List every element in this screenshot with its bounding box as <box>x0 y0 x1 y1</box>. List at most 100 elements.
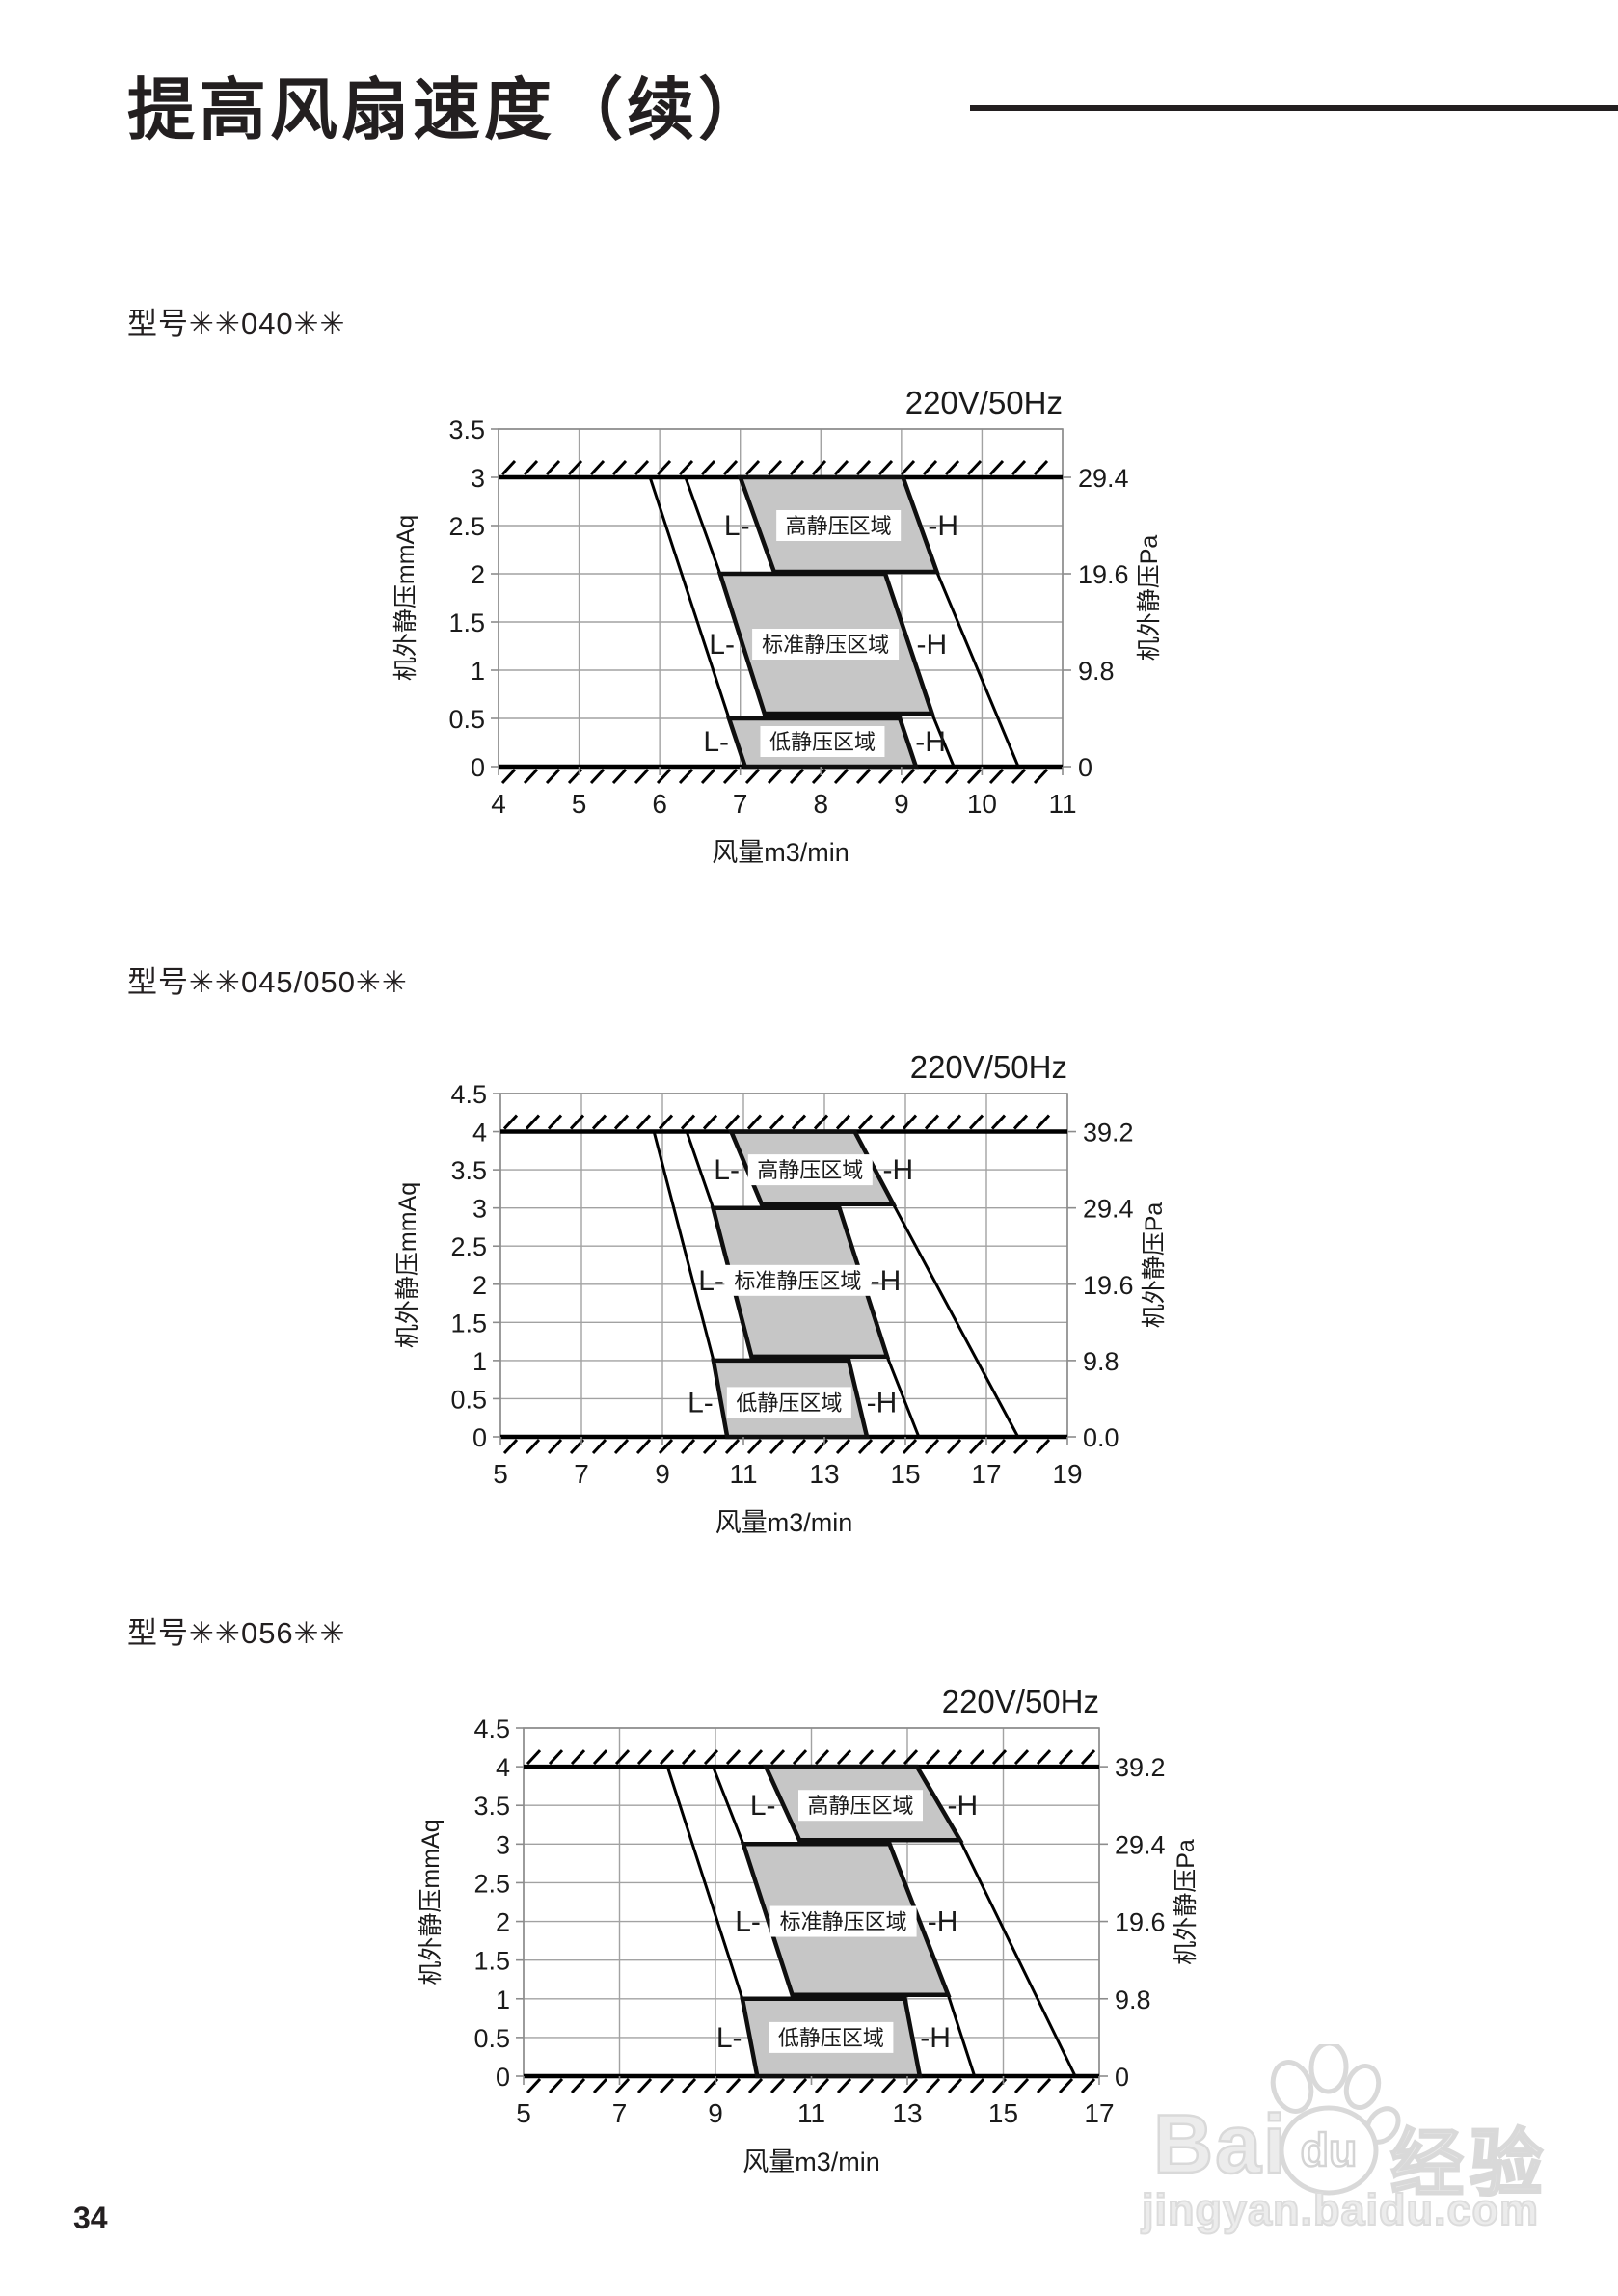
region-label: 低静压区域 <box>769 730 876 754</box>
fan-tap-high-label: -H <box>871 1265 902 1297</box>
watermark-brand-cn: 经验 <box>1389 2122 1549 2207</box>
y-axis-title-left: 机外静压mmAq <box>392 515 419 681</box>
fan-tap-low-label: L- <box>716 2022 742 2054</box>
region-label-box <box>747 1154 873 1186</box>
y-axis-tick-label-right: 19.6 <box>1083 1271 1134 1300</box>
x-axis-tick-label: 17 <box>1084 2098 1114 2128</box>
region-label: 低静压区域 <box>778 2026 884 2050</box>
y-axis-tick-label-left: 1 <box>496 1985 510 2014</box>
y-axis-title-left: 机外静压mmAq <box>394 1182 421 1348</box>
y-axis-tick-label-left: 1 <box>471 657 485 686</box>
chart-figure-056: 高静压区域 L- -H 标准静压区域 L- -H 低静压区域 L- -H 0 0.5 1 1.5 2 2.5… <box>418 1684 1200 2176</box>
y-axis-tick-label-right: 9.8 <box>1078 657 1115 686</box>
chart-045-050-container: 高静压区域 L- -H 标准静压区域 L- -H 低静压区域 L- -H 0 0.5 1 1.5 2 2.5… <box>318 1037 1232 1562</box>
upper-limit-hatch-line <box>500 1114 1067 1134</box>
region-label-box <box>724 1264 872 1296</box>
y-axis-tick-label-right: 19.6 <box>1115 1908 1166 1937</box>
region-label: 标准静压区域 <box>780 1910 907 1934</box>
y-axis-tick-label-left: 3.5 <box>448 416 485 445</box>
y-axis-tick-label-left: 4 <box>472 1119 487 1148</box>
region-label: 标准静压区域 <box>762 633 889 657</box>
y-axis-tick-label-left: 0 <box>471 753 485 782</box>
fan-curve-line <box>946 1994 977 2077</box>
fan-tap-high-label: -H <box>915 726 946 758</box>
y-axis-tick-label-right: 0 <box>1115 2063 1129 2092</box>
y-axis-tick-label-left: 2.5 <box>450 1232 487 1261</box>
title-rule <box>970 105 1618 111</box>
y-axis-tick-label-left: 0.5 <box>450 1385 487 1414</box>
chart-title: 220V/50Hz <box>942 1684 1099 1719</box>
y-axis-tick-label-right: 39.2 <box>1083 1119 1134 1148</box>
y-axis-tick-label-right: 9.8 <box>1083 1347 1119 1376</box>
region-label: 低静压区域 <box>736 1391 842 1415</box>
y-axis-tick-label-right: 9.8 <box>1115 1985 1151 2014</box>
y-axis-tick-label-left: 2.5 <box>473 1869 510 1898</box>
y-axis-tick-label-left: 4 <box>496 1753 510 1782</box>
page-number: 34 <box>73 2201 108 2235</box>
y-axis-tick-label-left: 1.5 <box>448 608 485 637</box>
chart-title: 220V/50Hz <box>910 1049 1067 1085</box>
y-axis-tick-label-right: 29.4 <box>1083 1195 1134 1224</box>
x-axis-tick-label: 11 <box>1048 789 1076 819</box>
fan-tap-high-label: -H <box>928 1906 958 1938</box>
x-axis-tick-label: 6 <box>652 789 667 819</box>
y-axis-title-right: 机外静压Pa <box>1173 1839 1200 1965</box>
fan-tap-low-label: L- <box>703 726 729 758</box>
x-axis-title: 风量m3/min <box>715 1508 853 1537</box>
y-axis-tick-label-left: 2 <box>471 560 485 589</box>
y-axis-tick-label-left: 3 <box>471 464 485 493</box>
y-axis-tick-label-right: 39.2 <box>1115 1753 1166 1782</box>
y-axis-tick-label-left: 4.5 <box>450 1080 487 1109</box>
fan-curve-line <box>652 1131 715 1362</box>
y-axis-tick-label-left: 2.5 <box>448 512 485 541</box>
section-label-045-050: 型号✳✳045/050✳✳ <box>127 965 408 999</box>
chart-040-container: 高静压区域 L- -H 标准静压区域 L- -H 低静压区域 L- -H 0 0.5 1 1.5 2 2.5… <box>318 385 1232 882</box>
y-axis-tick-label-left: 0.5 <box>473 2024 510 2053</box>
x-axis-tick-label: 15 <box>890 1459 920 1489</box>
chart-056-container: 高静压区域 L- -H 标准静压区域 L- -H 低静压区域 L- -H 0 0.5 1 1.5 2 2.5… <box>318 1673 1232 2199</box>
y-axis-tick-label-right: 0 <box>1078 753 1092 782</box>
x-axis-tick-label: 5 <box>516 2098 531 2128</box>
y-axis-title-right: 机外静压Pa <box>1136 535 1163 662</box>
y-axis-tick-label-left: 0.5 <box>448 705 485 734</box>
x-axis-title: 风量m3/min <box>742 2147 880 2176</box>
region-label-box <box>769 2021 894 2053</box>
y-axis-tick-label-right: 19.6 <box>1078 560 1129 589</box>
section-label-056: 型号✳✳056✳✳ <box>127 1616 346 1650</box>
fan-tap-low-label: L- <box>750 1790 776 1822</box>
chart-figure-040: 高静压区域 L- -H 标准静压区域 L- -H 低静压区域 L- -H 0 0.5 1 1.5 2 2.5… <box>392 385 1163 867</box>
x-axis-tick-label: 17 <box>971 1459 1001 1489</box>
x-axis-tick-label: 13 <box>892 2098 922 2128</box>
fan-tap-high-label: -H <box>917 629 948 661</box>
region-label: 标准静压区域 <box>734 1269 861 1293</box>
lower-limit-hatch-line <box>499 764 1063 785</box>
baidu-paw-icon: du <box>1270 2044 1401 2196</box>
x-axis-tick-label: 5 <box>572 789 587 819</box>
y-axis-tick-label-right: 29.4 <box>1115 1830 1166 1859</box>
page-title: 提高风扇速度（续） <box>127 72 769 148</box>
y-axis-tick-label-left: 2 <box>472 1271 487 1300</box>
watermark-paw-text: du <box>1301 2125 1358 2176</box>
x-axis-tick-label: 11 <box>729 1459 757 1489</box>
region-label-box <box>760 726 885 757</box>
fan-tap-low-label: L- <box>714 1154 740 1186</box>
x-axis-tick-label: 9 <box>655 1459 670 1489</box>
x-axis-tick-label: 7 <box>612 2098 628 2128</box>
fan-tap-low-label: L- <box>735 1906 761 1938</box>
y-axis-tick-label-left: 0 <box>496 2063 510 2092</box>
x-axis-tick-label: 9 <box>894 789 909 819</box>
x-axis-tick-label: 19 <box>1052 1459 1082 1489</box>
fan-tap-high-label: -H <box>920 2022 951 2054</box>
y-axis-tick-label-left: 1 <box>472 1347 487 1376</box>
fan-tap-low-label: L- <box>724 510 750 542</box>
upper-limit-hatch-line <box>499 459 1063 480</box>
watermark-url: jingyan.baidu.com <box>1141 2184 1540 2235</box>
fan-curve-line <box>665 1766 744 2000</box>
y-axis-tick-label-left: 0 <box>472 1423 487 1452</box>
fan-tap-low-label: L- <box>698 1265 724 1297</box>
watermark-brand-text: Bai <box>1152 2097 1288 2193</box>
region-label-box <box>769 1905 917 1937</box>
y-axis-tick-label-left: 1.5 <box>473 1947 510 1976</box>
fan-curve-line <box>892 1203 1020 1438</box>
